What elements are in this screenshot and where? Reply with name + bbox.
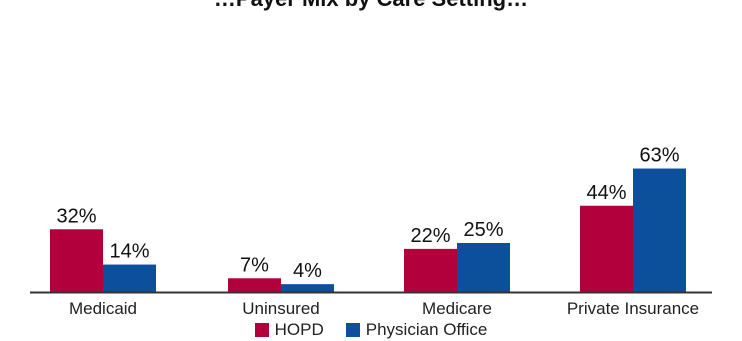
legend-item-hopd: HOPD [254, 320, 324, 340]
data-label-physician-office-private-insurance: 63% [639, 145, 679, 167]
legend-label-physician-office: Physician Office [365, 320, 488, 339]
data-label-hopd-medicare: 22% [410, 225, 450, 247]
bar-hopd-uninsured [228, 278, 281, 292]
legend-item-physician-office: Physician Office [345, 320, 488, 340]
x-tick-label-private-insurance: Private Insurance [567, 299, 699, 318]
legend-swatch-physician-office [345, 323, 360, 337]
bar-physician-office-uninsured [281, 284, 334, 292]
legend-label-hopd: HOPD [274, 320, 324, 339]
x-tick-label-medicare: Medicare [422, 299, 492, 318]
data-label-hopd-private-insurance: 44% [586, 182, 626, 204]
legend: HOPD Physician Office [0, 320, 742, 340]
bar-hopd-medicare [404, 248, 457, 292]
data-label-physician-office-medicaid: 14% [109, 241, 149, 263]
data-label-hopd-uninsured: 7% [240, 254, 269, 276]
chart-title: …Payer Mix by Care Setting… [0, 0, 742, 12]
data-label-physician-office-medicare: 25% [463, 219, 503, 241]
bar-physician-office-medicaid [103, 264, 156, 292]
bar-hopd-private-insurance [580, 205, 633, 292]
data-label-physician-office-uninsured: 4% [293, 260, 322, 282]
legend-swatch-hopd [254, 323, 269, 337]
bar-physician-office-medicare [457, 243, 510, 292]
bar-hopd-medicaid [50, 229, 103, 292]
data-label-hopd-medicaid: 32% [56, 205, 96, 227]
x-tick-label-uninsured: Uninsured [242, 299, 320, 318]
bar-physician-office-private-insurance [633, 168, 686, 292]
x-tick-label-medicaid: Medicaid [69, 299, 137, 318]
